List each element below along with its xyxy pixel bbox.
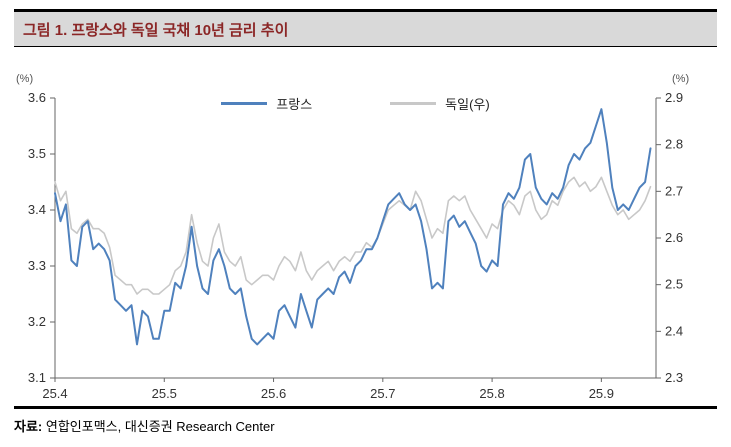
chart-legend: 프랑스 독일(우)	[55, 94, 656, 113]
x-tick-label: 25.9	[589, 386, 614, 401]
x-tick-label: 25.7	[370, 386, 395, 401]
right-tick-label: 2.5	[665, 277, 683, 292]
x-tick-label: 25.8	[479, 386, 504, 401]
right-tick-label: 2.6	[665, 230, 683, 245]
france-line-swatch	[221, 102, 268, 105]
left-tick-label: 3.4	[28, 202, 46, 217]
left-axis-unit-label: (%)	[16, 73, 33, 85]
figure-title-bar: 그림 1. 프랑스와 독일 국채 10년 금리 추이	[14, 9, 717, 47]
x-tick-label: 25.4	[42, 386, 67, 401]
x-tick-label: 25.5	[152, 386, 177, 401]
figure-title: 그림 1. 프랑스와 독일 국채 10년 금리 추이	[23, 21, 289, 39]
legend-item-germany: 독일(우)	[390, 94, 490, 113]
right-tick-label: 2.3	[665, 370, 683, 385]
x-tick-label: 25.6	[261, 386, 286, 401]
right-tick-label: 2.4	[665, 323, 683, 338]
source-note: 자료: 연합인포맥스, 대신증권 Research Center	[14, 406, 717, 435]
germany-legend-label: 독일(우)	[445, 97, 490, 112]
line-chart: (%) (%) 3.1 3.2 3.3 3.4 3.5 3.6 2.3 2.4 2.5 2.6 2.7 2…	[16, 73, 689, 401]
legend-item-france: 프랑스	[221, 94, 312, 113]
germany-line	[54, 176, 652, 295]
source-label: 자료:	[14, 419, 43, 434]
left-tick-label: 3.5	[28, 146, 46, 161]
left-tick-label: 3.2	[28, 314, 46, 329]
right-axis-unit-label: (%)	[672, 73, 689, 85]
right-tick-label: 2.7	[665, 183, 683, 198]
right-tick-label: 2.8	[665, 137, 683, 152]
left-tick-label: 3.3	[28, 258, 46, 273]
left-tick-label: 3.6	[28, 90, 46, 105]
source-text: 연합인포맥스, 대신증권 Research Center	[42, 419, 275, 434]
right-tick-label: 2.9	[665, 90, 683, 105]
france-legend-label: 프랑스	[276, 97, 313, 112]
germany-line-swatch	[390, 102, 437, 105]
france-line	[54, 108, 652, 346]
left-tick-label: 3.1	[28, 370, 46, 385]
